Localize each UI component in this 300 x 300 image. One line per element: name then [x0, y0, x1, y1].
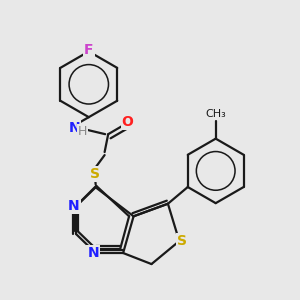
Text: H: H [78, 125, 87, 138]
Text: N: N [68, 199, 80, 213]
Text: CH₃: CH₃ [205, 109, 226, 119]
Text: S: S [177, 234, 187, 248]
Text: F: F [84, 43, 94, 57]
Text: F: F [84, 43, 94, 57]
Text: N: N [88, 246, 99, 260]
Text: O: O [122, 115, 134, 129]
Text: N: N [68, 121, 80, 135]
Text: S: S [90, 167, 100, 181]
